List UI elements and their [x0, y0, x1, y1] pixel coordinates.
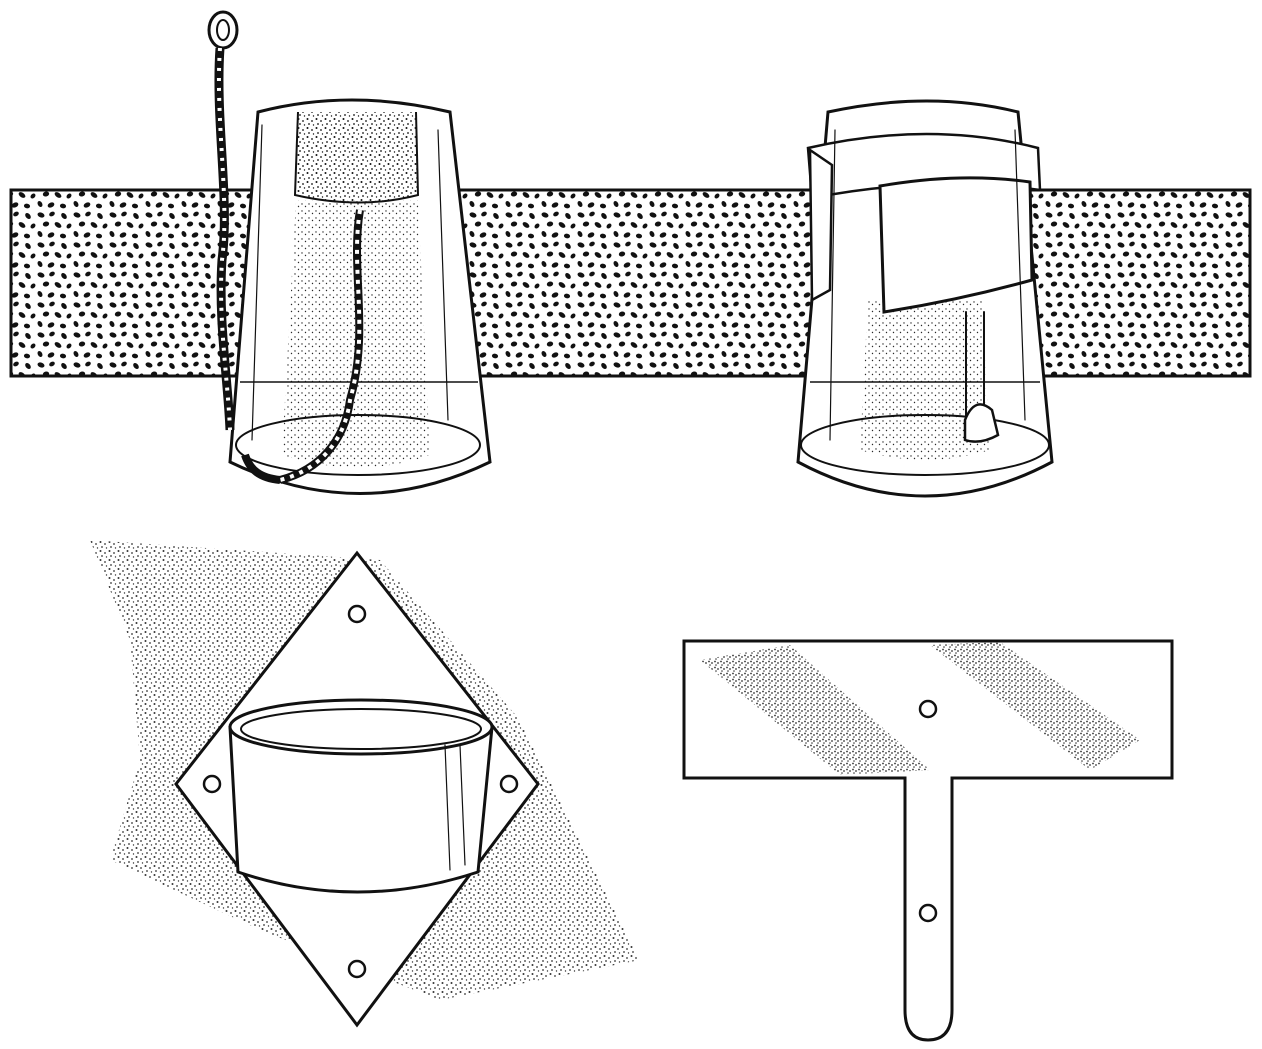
wall-band: [9, 188, 1252, 378]
tumbler-cork-rope-icon: [228, 98, 492, 495]
diamond-plate-cup-icon: [90, 540, 640, 1028]
t-shaped-plate-icon: [682, 639, 1174, 1042]
tumbler-metal-band-icon: [796, 99, 1054, 498]
rope-loop-icon: [207, 10, 239, 431]
